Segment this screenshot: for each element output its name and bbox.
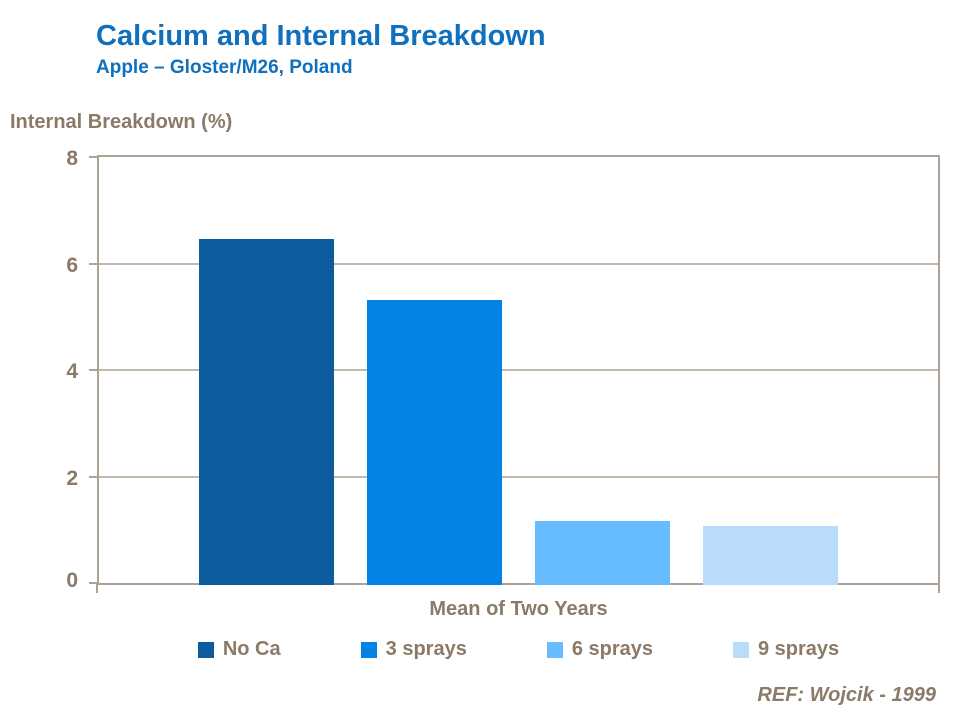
y-axis-ticks: 0 2 4 6 8 xyxy=(30,147,78,592)
y-tick-label-8: 8 xyxy=(66,147,78,170)
legend-item-6-sprays: 6 sprays xyxy=(546,638,653,661)
legend-swatch-3-sprays xyxy=(360,641,377,658)
gridline-y-4 xyxy=(99,369,938,371)
bar-3-sprays xyxy=(367,300,502,585)
y-tick-mark-0 xyxy=(89,582,97,584)
bars-layer xyxy=(97,155,940,585)
y-tick-label-2: 2 xyxy=(66,466,78,490)
legend-label-no-ca: No Ca xyxy=(222,638,281,660)
reference-text: REF: Wojcik - 1999 xyxy=(757,684,936,706)
bar-no-ca xyxy=(199,239,334,585)
y-tick-mark-4 xyxy=(89,369,97,371)
x-axis-left-tick xyxy=(96,583,98,593)
legend-label-6-sprays: 6 sprays xyxy=(571,638,653,660)
chart-legend: No Ca 3 sprays 6 sprays 9 sprays xyxy=(97,638,940,661)
gridline-y-2 xyxy=(99,475,938,478)
legend-swatch-9-sprays xyxy=(732,641,749,658)
legend-label-3-sprays: 3 sprays xyxy=(385,638,467,660)
legend-label-9-sprays: 9 sprays xyxy=(757,638,840,660)
legend-item-3-sprays: 3 sprays xyxy=(360,638,467,661)
legend-swatch-6-sprays xyxy=(546,641,563,658)
y-tick-label-0: 0 xyxy=(66,569,78,592)
legend-item-no-ca: No Ca xyxy=(197,638,281,661)
bar-6-sprays xyxy=(535,521,670,585)
page-subtitle: Apple – Gloster/M26, Poland xyxy=(96,57,353,78)
y-axis-title: Internal Breakdown (%) xyxy=(10,111,233,133)
y-tick-label-6: 6 xyxy=(66,253,78,277)
x-axis-label: Mean of Two Years xyxy=(429,598,608,620)
y-tick-mark-6 xyxy=(89,262,97,265)
page-title: Calcium and Internal Breakdown xyxy=(96,20,546,52)
y-tick-mark-8 xyxy=(89,156,97,158)
gridline-y-6 xyxy=(99,262,938,265)
bar-9-sprays xyxy=(703,526,838,585)
x-axis-right-tick xyxy=(938,583,940,593)
y-tick-mark-2 xyxy=(89,475,97,478)
legend-item-9-sprays: 9 sprays xyxy=(732,638,840,661)
legend-swatch-no-ca xyxy=(197,641,214,658)
y-tick-label-4: 4 xyxy=(66,360,78,383)
